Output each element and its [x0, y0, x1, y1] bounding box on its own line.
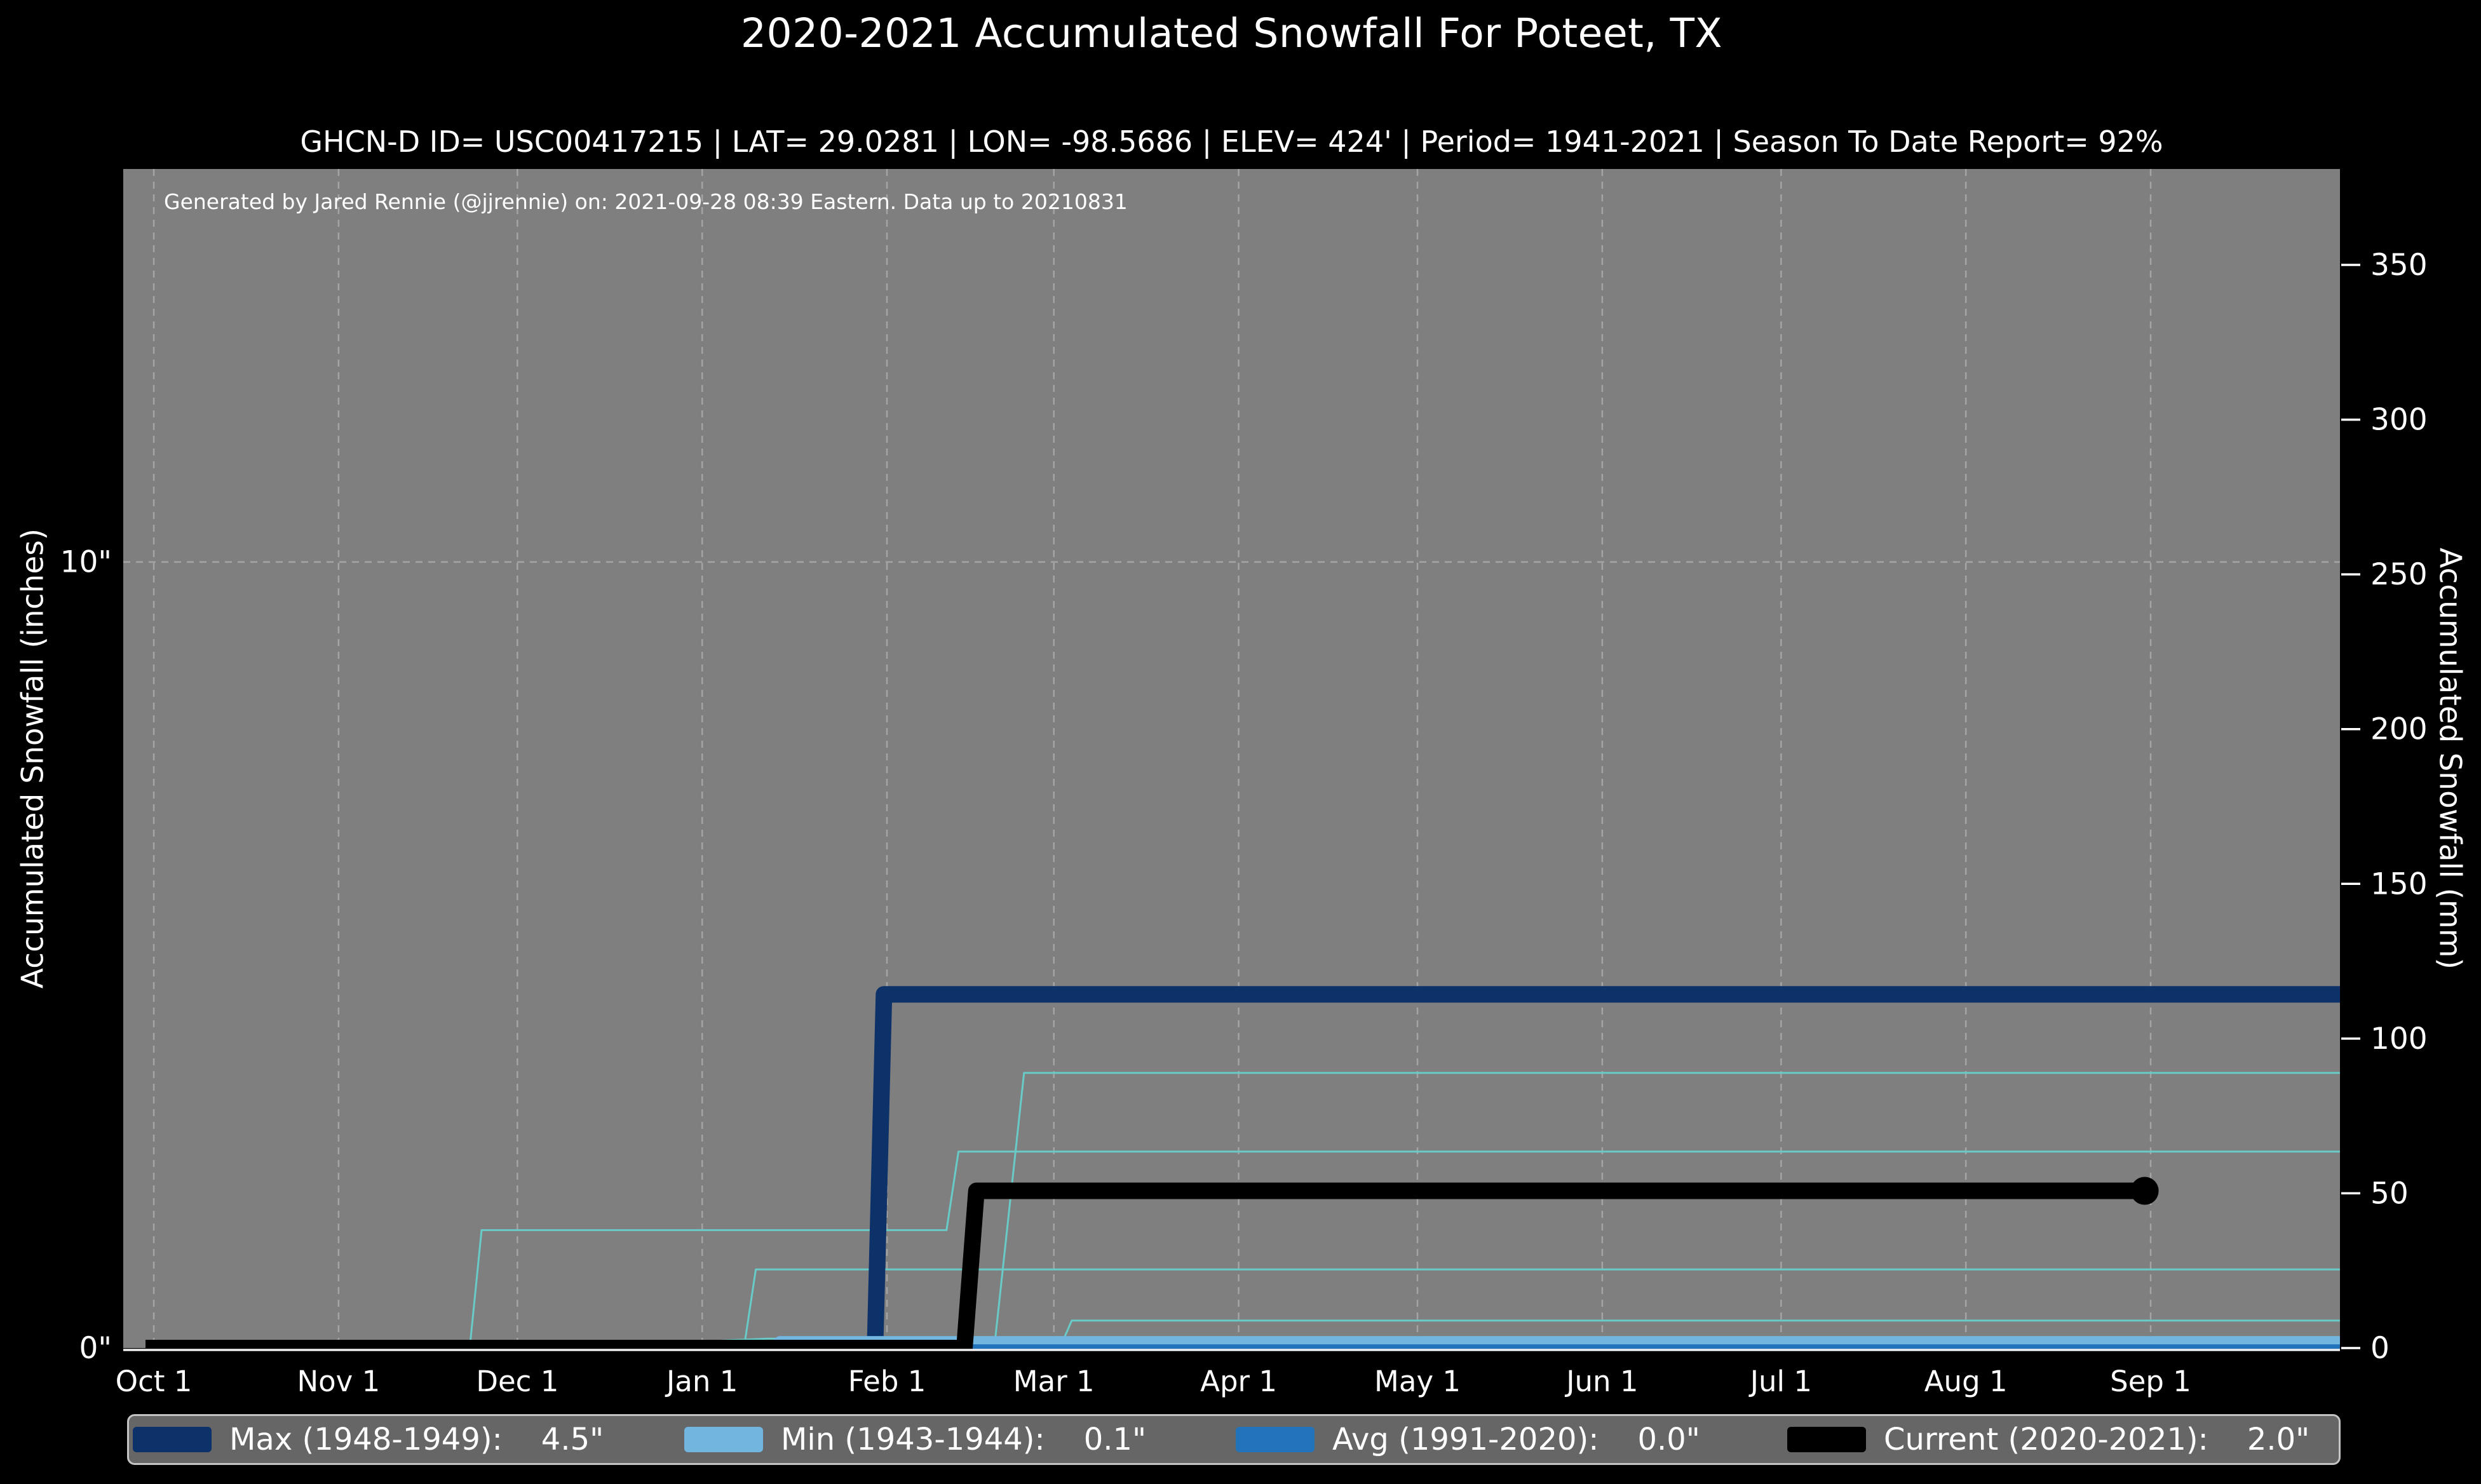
legend-label-avg: Avg (1991-2020): 0.0" [1332, 1422, 1700, 1457]
current-line-swatch [1787, 1427, 1866, 1452]
max-line-swatch [133, 1427, 212, 1452]
y-right-tick-label: 50 [2370, 1176, 2409, 1211]
min-line-swatch [684, 1427, 763, 1452]
generated-by-note: Generated by Jared Rennie (@jjrennie) on… [164, 189, 1128, 214]
x-tick-label: Jul 1 [1748, 1365, 1812, 1398]
x-tick-label: Nov 1 [297, 1365, 380, 1398]
x-tick-label: May 1 [1374, 1365, 1461, 1398]
legend-item-avg: Avg (1991-2020): 0.0" [1236, 1422, 1700, 1457]
x-tick-label: Aug 1 [1924, 1365, 2008, 1398]
y-left-tick-label: 0" [79, 1331, 112, 1366]
y-right-tick-label: 350 [2370, 248, 2428, 283]
plot-background [123, 169, 2340, 1348]
x-tick-label: Mar 1 [1013, 1365, 1095, 1398]
page-title: 2020-2021 Accumulated Snowfall For Potee… [740, 10, 1723, 57]
y-right-tick-label: 250 [2370, 557, 2428, 592]
series-current-2020-2021 [145, 1182, 2153, 1349]
x-tick-label: Dec 1 [476, 1365, 558, 1398]
y-right-tick-label: 300 [2370, 403, 2428, 438]
station-metadata-subtitle: GHCN-D ID= USC00417215 | LAT= 29.0281 | … [300, 125, 2163, 159]
avg-line-swatch [1236, 1427, 1315, 1452]
y-left-tick-label: 10" [60, 545, 112, 580]
y-right-tick-label: 0 [2370, 1331, 2390, 1366]
x-tick-label: Jan 1 [665, 1365, 738, 1398]
legend: Max (1948-1949): 4.5" Min (1943-1944): 0… [127, 1414, 2341, 1465]
y-right-tick-label: 150 [2370, 867, 2428, 901]
series-end-marker-current-2020-2021 [2130, 1177, 2159, 1205]
legend-item-max: Max (1948-1949): 4.5" [133, 1422, 604, 1457]
y-right-tick-label: 200 [2370, 712, 2428, 747]
x-tick-label: Apr 1 [1200, 1365, 1277, 1398]
legend-item-current: Current (2020-2021): 2.0" [1787, 1422, 2309, 1457]
x-tick-label: Jun 1 [1564, 1365, 1638, 1398]
x-tick-label: Feb 1 [848, 1365, 926, 1398]
legend-label-min: Min (1943-1944): 0.1" [781, 1422, 1147, 1457]
legend-label-current: Current (2020-2021): 2.0" [1884, 1422, 2310, 1457]
x-tick-label: Oct 1 [116, 1365, 193, 1398]
legend-item-min: Min (1943-1944): 0.1" [684, 1422, 1146, 1457]
x-tick-label: Sep 1 [2110, 1365, 2191, 1398]
y-right-tick-label: 100 [2370, 1022, 2428, 1056]
legend-label-max: Max (1948-1949): 4.5" [229, 1422, 604, 1457]
